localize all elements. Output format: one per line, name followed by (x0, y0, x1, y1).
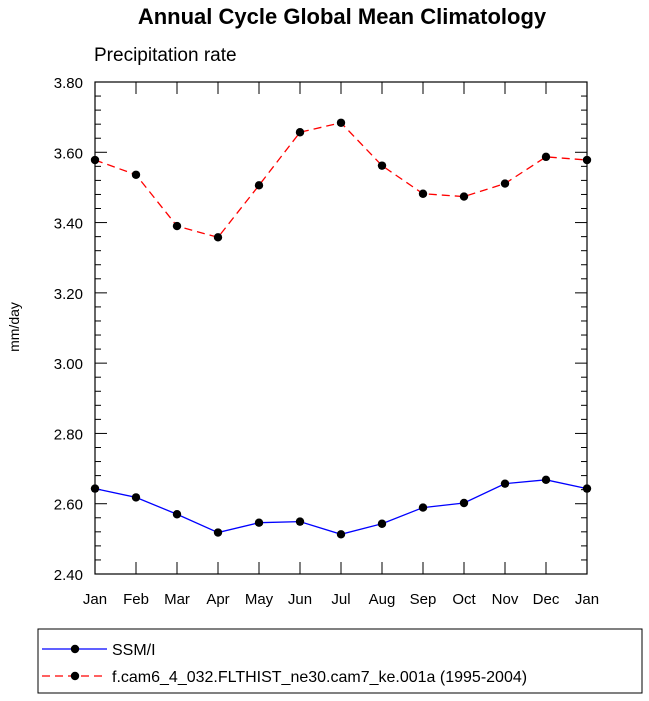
legend-label: f.cam6_4_032.FLTHIST_ne30.cam7_ke.001a (… (112, 669, 527, 686)
data-point (459, 192, 469, 201)
data-point (418, 503, 428, 512)
axis-ticks (94, 81, 588, 575)
legend-label: SSM/I (112, 642, 156, 659)
y-tick-label: 3.80 (54, 75, 83, 92)
y-tick-label: 2.60 (54, 497, 83, 514)
x-tick-label: Aug (369, 591, 396, 608)
series-line (94, 122, 588, 239)
legend-box (37, 628, 643, 694)
y-tick-label: 3.60 (54, 145, 83, 162)
axis-tick-labels: Jan Feb Mar Apr May Jun Jul Aug Sep Oct Nov Dec Jan2… (54, 75, 599, 608)
data-point (336, 530, 346, 539)
series-layer (90, 118, 592, 539)
legend-swatch-marker (70, 644, 80, 654)
chart-title: Annual Cycle Global Mean Climatology (138, 4, 547, 29)
x-tick-label: Apr (206, 591, 229, 608)
y-tick-label: 2.80 (54, 426, 83, 443)
series-1 (90, 475, 592, 539)
y-tick-label: 3.40 (54, 216, 83, 233)
legend: SSM/I f.cam6_4_032.FLTHIST_ne30.cam7_ke.0… (37, 628, 643, 694)
data-point (172, 510, 182, 519)
data-point (131, 493, 141, 502)
x-tick-label: Jun (288, 591, 312, 608)
plot-frame (94, 81, 588, 575)
x-tick-label: Mar (164, 591, 190, 608)
data-point (541, 475, 551, 485)
data-point (172, 221, 182, 231)
data-point (418, 189, 428, 198)
data-point (541, 152, 551, 162)
x-tick-label: May (245, 591, 274, 608)
y-tick-label: 2.40 (54, 567, 83, 584)
data-point (500, 179, 510, 188)
series-line (94, 479, 588, 535)
data-point (295, 128, 305, 137)
x-tick-label: Jul (331, 591, 350, 608)
x-tick-label: Jan (83, 591, 107, 608)
y-tick-label: 3.00 (54, 356, 83, 373)
x-tick-label: Dec (533, 591, 560, 608)
data-point (377, 161, 387, 170)
series-2 (90, 118, 592, 242)
data-point (213, 528, 223, 537)
x-tick-label: Sep (410, 591, 437, 608)
data-point (295, 517, 305, 526)
data-point (377, 519, 387, 528)
legend-item: SSM/I (42, 642, 156, 659)
y-tick-label: 3.20 (54, 286, 83, 303)
data-point (254, 518, 264, 527)
data-point (213, 233, 223, 242)
x-tick-label: Nov (492, 591, 519, 608)
data-point (459, 498, 469, 508)
legend-item: f.cam6_4_032.FLTHIST_ne30.cam7_ke.001a (… (42, 669, 527, 686)
y-axis-label: mm/day (6, 302, 22, 352)
data-point (131, 170, 141, 179)
x-tick-label: Jan (575, 591, 599, 608)
data-point (254, 181, 264, 190)
x-tick-label: Oct (452, 591, 476, 608)
data-point (336, 118, 346, 127)
chart-subtitle: Precipitation rate (94, 45, 237, 66)
data-point (500, 479, 510, 488)
x-tick-label: Feb (123, 591, 149, 608)
legend-swatch-marker (70, 671, 80, 681)
